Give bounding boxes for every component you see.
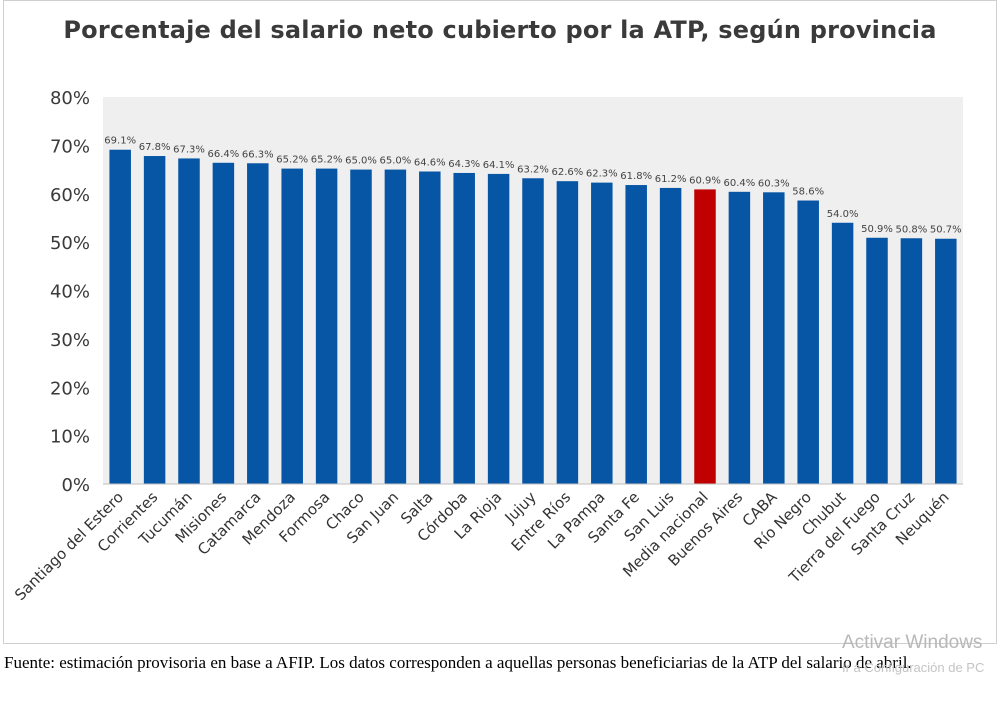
y-tick-label: 40% bbox=[50, 282, 90, 303]
bar bbox=[797, 200, 819, 484]
bar bbox=[556, 181, 579, 485]
bar bbox=[384, 169, 407, 484]
data-label: 66.4% bbox=[208, 149, 240, 160]
data-labels: 69.1%67.8% 67.3% 66.4% 66.3% 65.2% 65.2% 65.0%… bbox=[104, 136, 961, 236]
bar bbox=[625, 185, 647, 485]
data-label: 54.0% bbox=[827, 209, 859, 220]
y-tick-label: 10% bbox=[50, 427, 90, 448]
bar bbox=[487, 173, 510, 485]
y-tick-label: 60% bbox=[50, 185, 90, 206]
bar bbox=[350, 169, 372, 484]
data-label: 63.2% bbox=[517, 164, 549, 175]
bar bbox=[763, 192, 785, 485]
bar bbox=[728, 191, 751, 484]
activation-watermark: Activar Windows bbox=[842, 632, 983, 653]
bar bbox=[453, 172, 475, 484]
bar bbox=[281, 168, 303, 484]
chart-title: Porcentaje del salario neto cubierto por… bbox=[63, 16, 937, 44]
x-axis-category-labels: Santiago del EsteroCorrientesTucumánMisi… bbox=[11, 488, 953, 605]
data-label: 60.3% bbox=[758, 178, 790, 189]
bar-highlight bbox=[694, 189, 716, 484]
data-label: 62.3% bbox=[586, 169, 618, 180]
bar bbox=[591, 182, 613, 484]
y-tick-label: 30% bbox=[50, 330, 90, 351]
data-label: 66.3% bbox=[242, 149, 274, 160]
data-label: 65.0% bbox=[345, 156, 377, 167]
data-label: 67.8% bbox=[139, 142, 171, 153]
data-label: 64.3% bbox=[448, 159, 480, 170]
bar bbox=[109, 149, 131, 485]
bar bbox=[900, 238, 923, 484]
bar bbox=[315, 168, 338, 484]
y-tick-label: 50% bbox=[50, 233, 90, 254]
data-label: 60.9% bbox=[689, 175, 721, 186]
y-tick-label: 20% bbox=[50, 378, 90, 399]
bar bbox=[522, 178, 544, 484]
data-label: 50.8% bbox=[896, 224, 928, 235]
bar bbox=[247, 163, 269, 484]
data-label: 50.7% bbox=[930, 225, 962, 236]
data-label: 62.6% bbox=[552, 167, 584, 178]
y-axis: 0% 10% 20% 30% 40% 50% 60% 70% 80% bbox=[50, 88, 90, 496]
bar bbox=[143, 156, 166, 484]
data-label: 65.2% bbox=[311, 155, 343, 166]
activation-watermark-subtext: Ir a Configuración de PC bbox=[842, 660, 985, 675]
data-label: 60.4% bbox=[724, 178, 756, 189]
source-footnote: Fuente: estimación provisoria en base a … bbox=[4, 653, 912, 672]
bar bbox=[659, 187, 682, 484]
y-tick-label: 70% bbox=[50, 136, 90, 157]
bar bbox=[419, 171, 441, 484]
bar bbox=[935, 238, 957, 484]
data-label: 65.0% bbox=[380, 156, 412, 167]
data-label: 61.2% bbox=[655, 174, 687, 185]
y-tick-label: 80% bbox=[50, 88, 90, 109]
data-label: 61.8% bbox=[620, 171, 652, 182]
y-tick-label: 0% bbox=[61, 475, 90, 496]
bar bbox=[212, 162, 235, 485]
data-label: 65.2% bbox=[276, 155, 308, 166]
data-label: 67.3% bbox=[173, 144, 205, 155]
bar bbox=[178, 158, 200, 484]
data-label: 64.1% bbox=[483, 160, 515, 171]
bar bbox=[831, 222, 854, 484]
bars bbox=[109, 149, 957, 485]
bar-chart: 0% 10% 20% 30% 40% 50% 60% 70% 80% 69.1%67.8% 67.… bbox=[11, 88, 963, 605]
data-label: 64.6% bbox=[414, 158, 446, 169]
data-label: 58.6% bbox=[792, 187, 824, 198]
bar bbox=[866, 237, 888, 484]
data-label: 50.9% bbox=[861, 224, 893, 235]
data-label: 69.1% bbox=[104, 136, 136, 147]
